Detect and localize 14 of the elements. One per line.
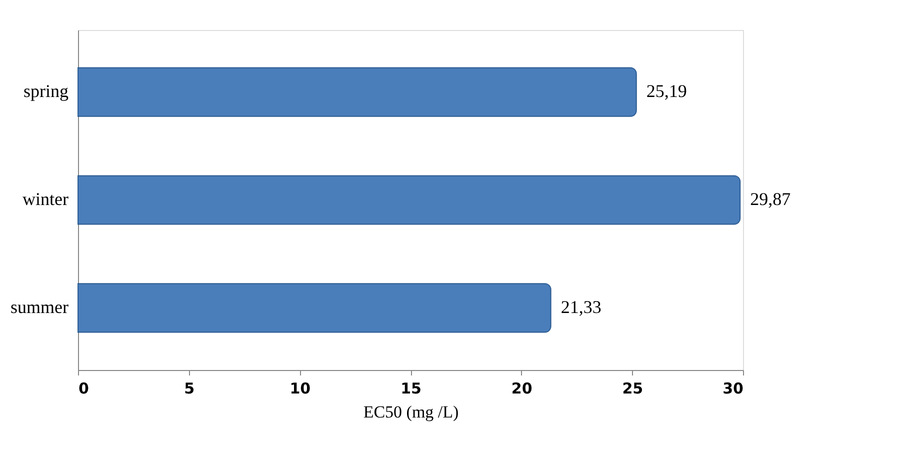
data-label: 25,19 [646, 81, 687, 102]
x-tick-label: 15 [400, 380, 422, 398]
data-label: 21,33 [560, 296, 602, 317]
y-tick-label: summer [10, 296, 68, 317]
x-tick-label: 10 [290, 380, 311, 398]
x-axis-title: EC50 (mg /L) [363, 402, 459, 422]
x-tick-label: 5 [184, 380, 195, 398]
x-tick-label: 0 [78, 380, 89, 398]
data-label: 29,87 [750, 189, 791, 209]
x-tick-label: 25 [622, 380, 644, 398]
x-tick-label: 20 [511, 380, 532, 398]
y-tick-label: winter [22, 189, 69, 209]
x-tick-label: 30 [722, 380, 744, 398]
y-tick-label: spring [24, 81, 68, 102]
